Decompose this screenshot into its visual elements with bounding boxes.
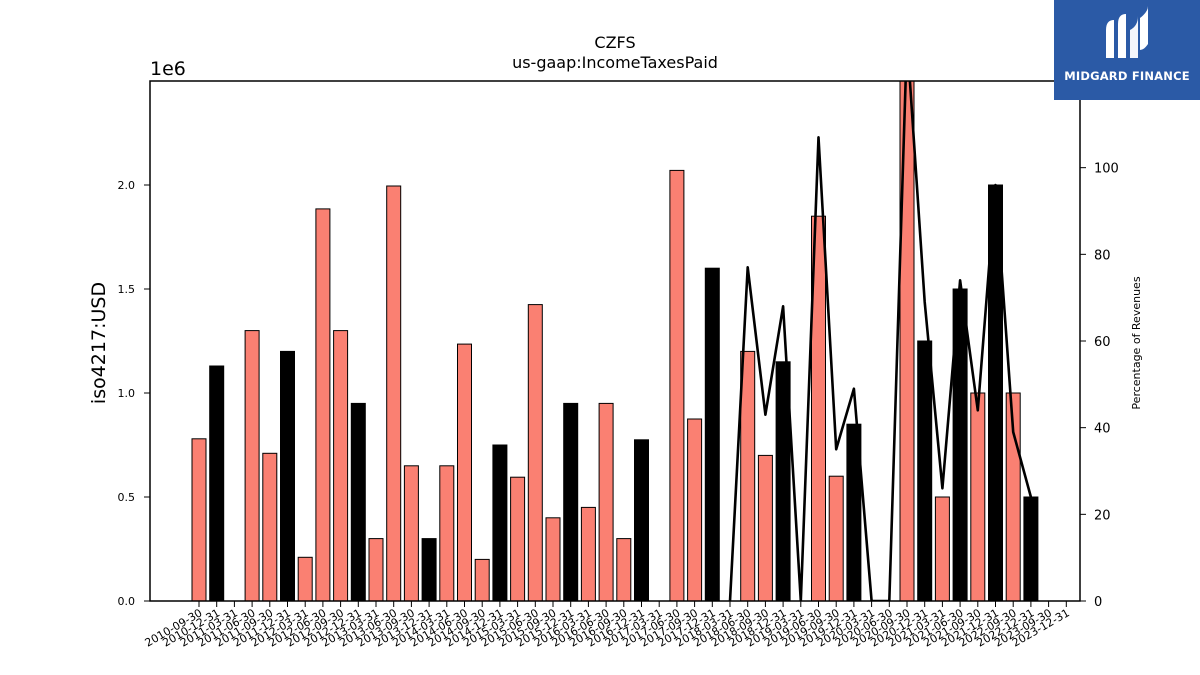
bar-2011-06-30 (244, 330, 260, 602)
y2-tick-label: 100 (1094, 162, 1119, 177)
y2-tick-label: 60 (1094, 335, 1111, 350)
percentage-line (728, 81, 1033, 601)
y2-tick-label: 80 (1094, 248, 1111, 263)
x-ticks: 2010-09-302010-12-312011-03-312011-06-30… (143, 601, 1072, 650)
bar-2010-12-31 (209, 365, 225, 602)
bar-2013-06-30 (386, 185, 402, 602)
bar-2012-12-31 (350, 402, 366, 602)
bars-layer (191, 80, 1039, 602)
bar-2012-03-31 (297, 556, 313, 602)
bar-2017-09-30 (687, 418, 703, 602)
bar-2010-09-30 (191, 438, 207, 602)
y-ticks: 0.0 0.5 1.0 1.5 2.0 (118, 179, 150, 608)
bar-2018-09-30 (757, 454, 773, 602)
bar-2016-03-31 (580, 506, 596, 602)
bar-2015-09-30 (545, 517, 561, 602)
y2-tick-label: 20 (1094, 508, 1111, 523)
brand-name: MIDGARD FINANCE (1064, 69, 1190, 83)
bar-2014-12-31 (492, 444, 508, 602)
bar-2013-09-30 (403, 465, 419, 602)
bar-2021-03-31 (934, 496, 950, 602)
bar-2021-09-30 (970, 392, 986, 602)
bar-2012-09-30 (333, 330, 349, 602)
bar-2016-06-30 (598, 402, 614, 602)
bar-2014-09-30 (474, 558, 490, 602)
bar-2013-12-31 (421, 538, 437, 602)
y-tick-label: 0.5 (118, 491, 136, 504)
bar-2017-12-31 (704, 267, 720, 602)
brand-logo: MIDGARD FINANCE (1054, 0, 1200, 100)
y2-ticks: 0 20 40 60 80 100 (1080, 162, 1119, 610)
bar-2016-12-31 (634, 439, 649, 602)
bar-2014-03-31 (439, 465, 455, 602)
midgard-m-logo-icon (1106, 6, 1148, 58)
bar-2013-03-31 (368, 538, 384, 602)
bar-2018-06-30 (740, 350, 756, 602)
bar-2022-12-31 (1023, 496, 1039, 602)
bar-2020-12-31 (917, 340, 933, 602)
y2-tick-label: 40 (1094, 422, 1111, 437)
bar-2011-12-31 (280, 350, 295, 602)
y2-tick-label: 0 (1094, 595, 1102, 610)
chart-title: CZFS (594, 33, 635, 52)
bar-2014-06-30 (457, 343, 472, 602)
y-tick-label: 2.0 (118, 179, 136, 192)
bar-2016-09-30 (616, 538, 632, 602)
bar-2017-06-30 (669, 169, 685, 602)
chart-subtitle: us-gaap:IncomeTaxesPaid (512, 53, 718, 72)
y-tick-label: 1.5 (118, 283, 136, 296)
y-axis-label: iso4217:USD (88, 282, 110, 404)
y-scale-label: 1e6 (150, 58, 186, 80)
y2-axis-label: Percentage of Revenues (1130, 276, 1143, 409)
y-tick-label: 0.0 (118, 595, 136, 608)
bar-2019-09-30 (828, 475, 844, 602)
line-layer (728, 81, 1033, 601)
bar-2012-06-30 (315, 208, 331, 602)
bar-2015-03-31 (510, 476, 526, 602)
bar-2011-09-30 (262, 452, 278, 602)
bar-2015-06-30 (527, 304, 543, 602)
bar-2015-12-31 (563, 402, 579, 602)
y-tick-label: 1.0 (118, 387, 136, 400)
